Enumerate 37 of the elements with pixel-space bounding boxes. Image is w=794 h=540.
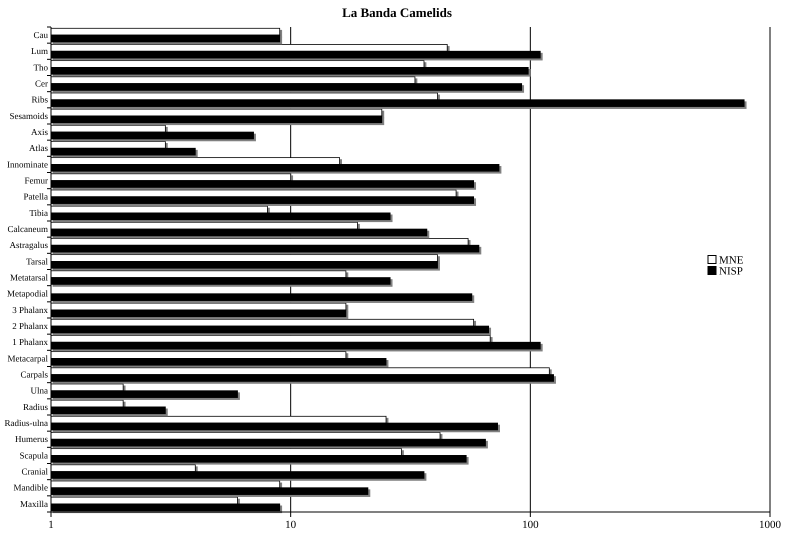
chart-title: La Banda Camelids [342,5,452,20]
y-tick-label: Sesamoids [9,110,48,121]
y-tick-label: Calcaneum [8,224,48,234]
y-tick-label: Mandible [14,482,48,493]
y-tick-label: Maxilla [20,498,48,509]
y-tick-label: Tarsal [26,256,48,266]
y-tick-label: Tho [34,62,48,72]
y-tick-label: Atlas [29,143,48,154]
y-tick-label: Radius [22,402,48,412]
y-tick-label: Cer [35,78,48,88]
y-tick-label: Metapodial [7,288,48,299]
y-tick-label: Cranial [22,466,48,476]
y-tick-label: 3 Phalanx [12,304,48,315]
y-tick-label: Scapula [20,450,48,460]
y-tick-label: Ulna [30,386,48,396]
x-tick-label: 1000 [759,518,782,531]
y-tick-label: Ribs [31,94,48,105]
y-tick-label: Astragalus [10,240,48,250]
x-tick-label: 10 [285,518,297,531]
y-tick-label: Lum [31,46,48,56]
x-tick-label: 100 [522,518,540,531]
y-tick-label: Metacarpal [8,353,48,364]
x-tick-label: 1 [48,518,54,531]
y-tick-label: Tibia [29,208,48,218]
y-tick-label: Axis [30,126,48,137]
y-tick-label: Innominate [7,159,48,170]
y-tick-label: Patella [24,192,48,202]
y-tick-label: Femur [24,175,48,186]
y-tick-label: Carpals [20,369,48,380]
y-tick-label: Metatarsal [10,272,48,282]
legend-label: MNE [719,254,744,266]
y-tick-label: 2 Phalanx [12,320,48,331]
y-tick-label: Radius-ulna [4,418,48,428]
legend-label: NISP [719,266,743,278]
y-tick-label: Cau [34,30,48,40]
y-tick-label: Humerus [15,434,48,444]
y-tick-label: 1 Phalanx [12,337,48,348]
